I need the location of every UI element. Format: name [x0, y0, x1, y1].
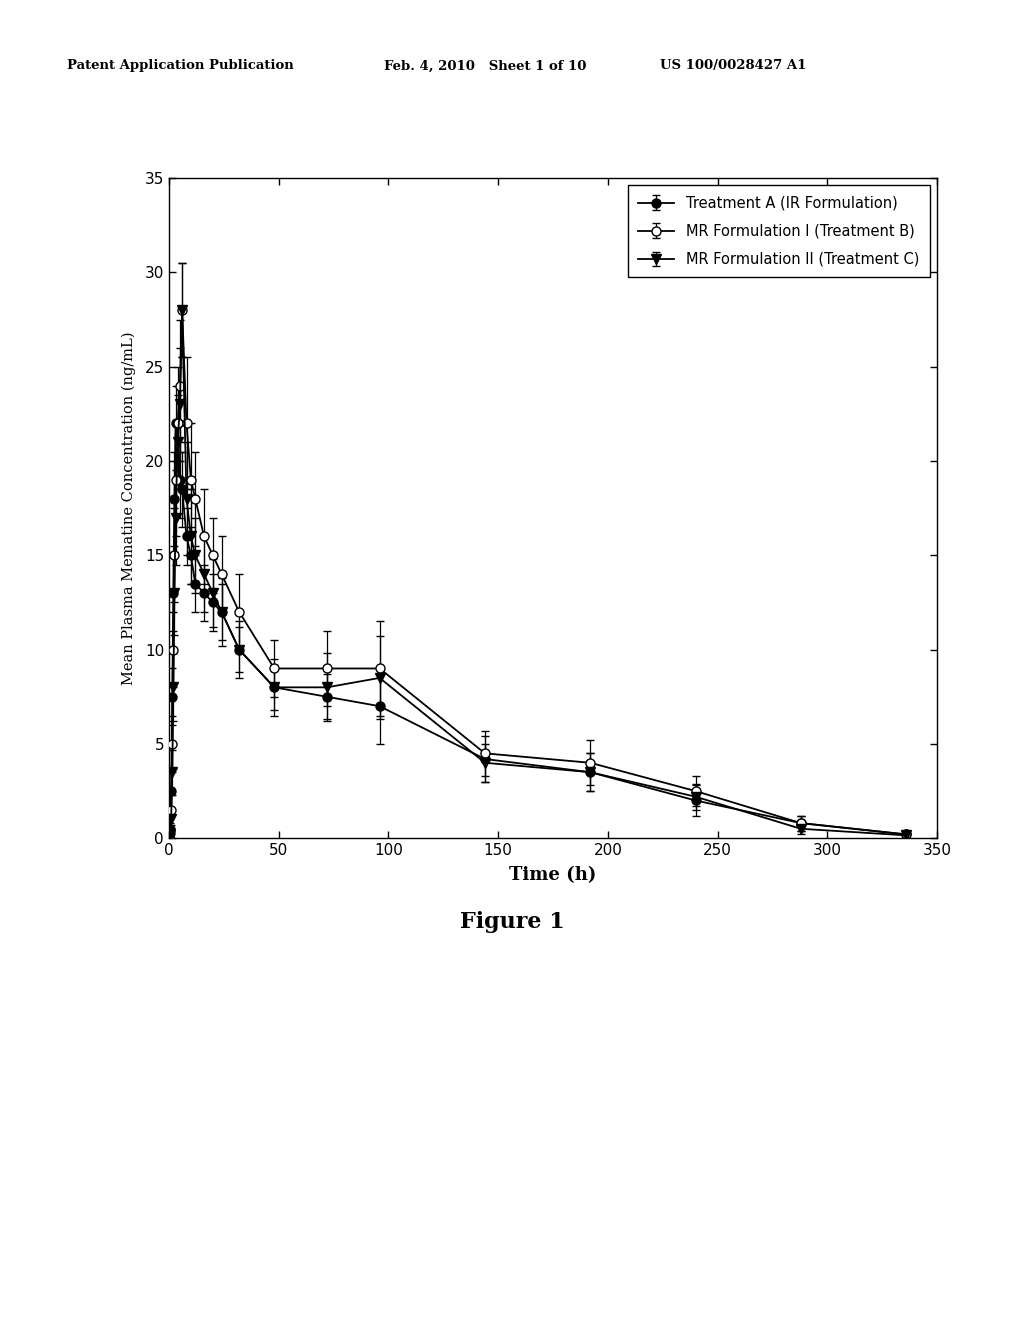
X-axis label: Time (h): Time (h): [509, 866, 597, 884]
Text: Patent Application Publication: Patent Application Publication: [67, 59, 293, 73]
Text: Figure 1: Figure 1: [460, 911, 564, 933]
Text: Feb. 4, 2010   Sheet 1 of 10: Feb. 4, 2010 Sheet 1 of 10: [384, 59, 587, 73]
Text: US 100/0028427 A1: US 100/0028427 A1: [660, 59, 807, 73]
Y-axis label: Mean Plasma Mematine Concentration (ng/mL): Mean Plasma Mematine Concentration (ng/m…: [122, 331, 136, 685]
Legend: Treatment A (IR Formulation), MR Formulation I (Treatment B), MR Formulation II : Treatment A (IR Formulation), MR Formula…: [628, 186, 930, 277]
